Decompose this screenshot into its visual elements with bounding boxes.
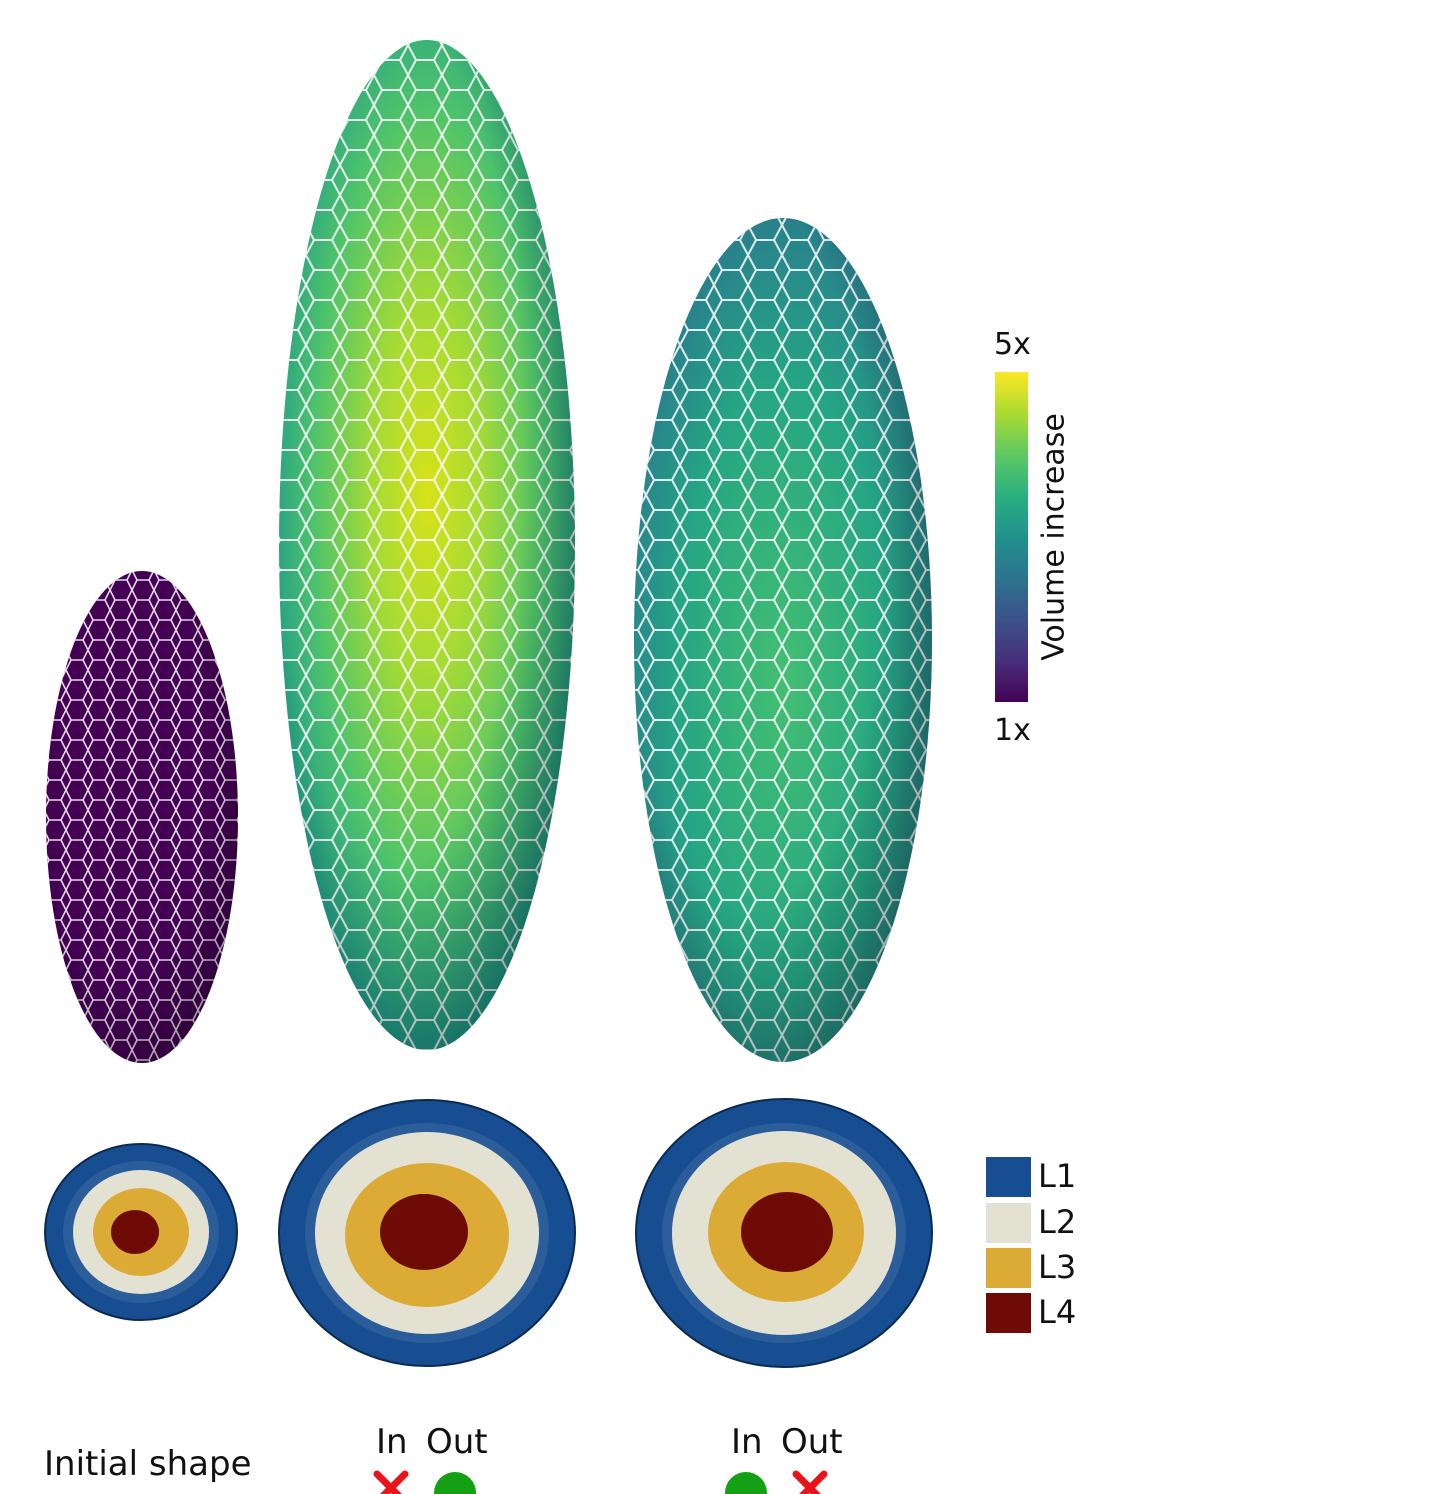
legend-label-l4: L4 <box>1038 1293 1077 1331</box>
panel2-in-label: In <box>376 1422 408 1462</box>
legend-label-l2: L2 <box>1038 1203 1077 1241</box>
ellipsoid-initial <box>46 571 238 1063</box>
ellipsoid-out-blocked <box>634 218 932 1062</box>
legend-swatch-l3 <box>986 1248 1031 1288</box>
colorbar <box>995 372 1028 702</box>
cross-section-initial <box>44 1143 238 1321</box>
colorbar-min-label: 1x <box>994 713 1031 748</box>
colorbar-max-label: 5x <box>994 327 1031 362</box>
panel2-out-label: Out <box>426 1422 488 1462</box>
panel3-in-label: In <box>731 1422 763 1462</box>
legend-swatch-l1 <box>986 1157 1031 1197</box>
panel3-out-label: Out <box>781 1422 843 1462</box>
colorbar-title: Volume increase <box>1036 413 1072 661</box>
legend-label-l1: L1 <box>1038 1157 1077 1195</box>
initial-shape-label: Initial shape <box>44 1444 252 1484</box>
ellipsoid-in-blocked <box>279 40 575 1050</box>
panel2-in-cross-icon <box>369 1468 413 1494</box>
legend-swatch-l4 <box>986 1293 1031 1333</box>
cross-section-in-blocked <box>278 1099 576 1367</box>
legend-label-l3: L3 <box>1038 1248 1077 1286</box>
panel3-out-cross-icon <box>788 1468 832 1494</box>
panel3-in-dot-icon <box>724 1468 768 1494</box>
cross-section-out-blocked <box>635 1098 933 1368</box>
panel2-out-dot-icon <box>433 1468 477 1494</box>
legend-swatch-l2 <box>986 1203 1031 1243</box>
